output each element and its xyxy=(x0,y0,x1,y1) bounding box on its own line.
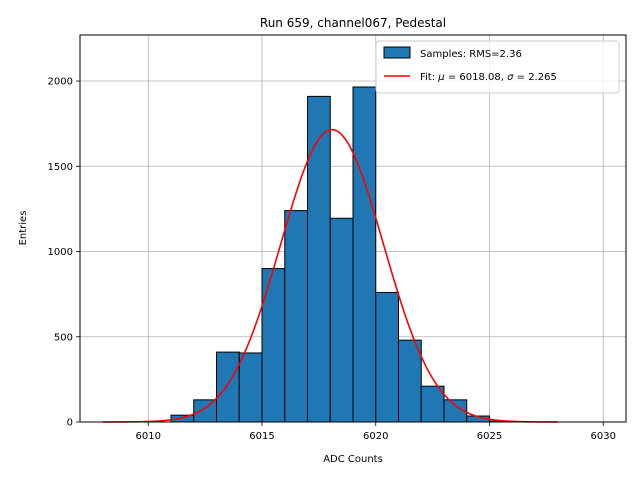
y-tick-label: 2000 xyxy=(48,77,73,88)
legend-fit-prefix: Fit: xyxy=(420,72,438,83)
y-tick-label: 1500 xyxy=(48,162,73,173)
y-tick-label: 0 xyxy=(67,418,73,429)
y-tick-label: 500 xyxy=(54,332,73,343)
legend-fit-sigma-symbol: σ xyxy=(507,72,514,83)
histogram-bar xyxy=(398,339,422,423)
histogram-bar xyxy=(261,268,286,423)
x-tick-label: 6030 xyxy=(591,431,616,442)
histogram-bar xyxy=(284,210,308,423)
x-axis-label: ADC Counts xyxy=(323,454,383,465)
histogram-bar xyxy=(307,95,331,423)
histogram-bar xyxy=(420,385,445,423)
y-axis-label: Entries xyxy=(18,211,29,246)
legend-fit-sigma-text: = 2.265 xyxy=(513,72,556,83)
x-tick-label: 6015 xyxy=(249,431,274,442)
fit-curve-layer xyxy=(102,128,558,423)
legend-box xyxy=(375,40,620,94)
legend-swatch-samples xyxy=(383,46,411,59)
fit-curve xyxy=(102,128,558,423)
histogram-bars xyxy=(170,86,513,423)
x-tick-label: 6020 xyxy=(363,431,388,442)
histogram-bar xyxy=(193,399,217,423)
y-tick-label: 1000 xyxy=(48,247,73,258)
axis-ticks: 6010 6015 6020 6025 6030 0 500 1000 1500 2000 xyxy=(48,77,616,442)
histogram-bar xyxy=(352,86,377,423)
x-tick-label: 6025 xyxy=(477,431,502,442)
legend-fit-mu-text: = 6018.08, xyxy=(445,72,507,83)
legend-label-samples: Samples: RMS=2.36 xyxy=(420,49,522,60)
legend-label-fit: Fit: μ = 6018.08, σ = 2.265 xyxy=(420,72,557,83)
x-tick-label: 6010 xyxy=(136,431,161,442)
legend: Samples: RMS=2.36 Fit: μ = 6018.08, σ = … xyxy=(375,40,620,94)
histogram-bar xyxy=(329,217,354,423)
histogram-bar xyxy=(216,351,240,423)
plot-frame xyxy=(79,34,627,423)
histogram-bar xyxy=(238,352,263,423)
chart-title: Run 659, channel067, Pedestal xyxy=(260,16,446,30)
legend-fit-mu-symbol: μ xyxy=(437,72,444,83)
histogram-bar xyxy=(375,291,399,423)
